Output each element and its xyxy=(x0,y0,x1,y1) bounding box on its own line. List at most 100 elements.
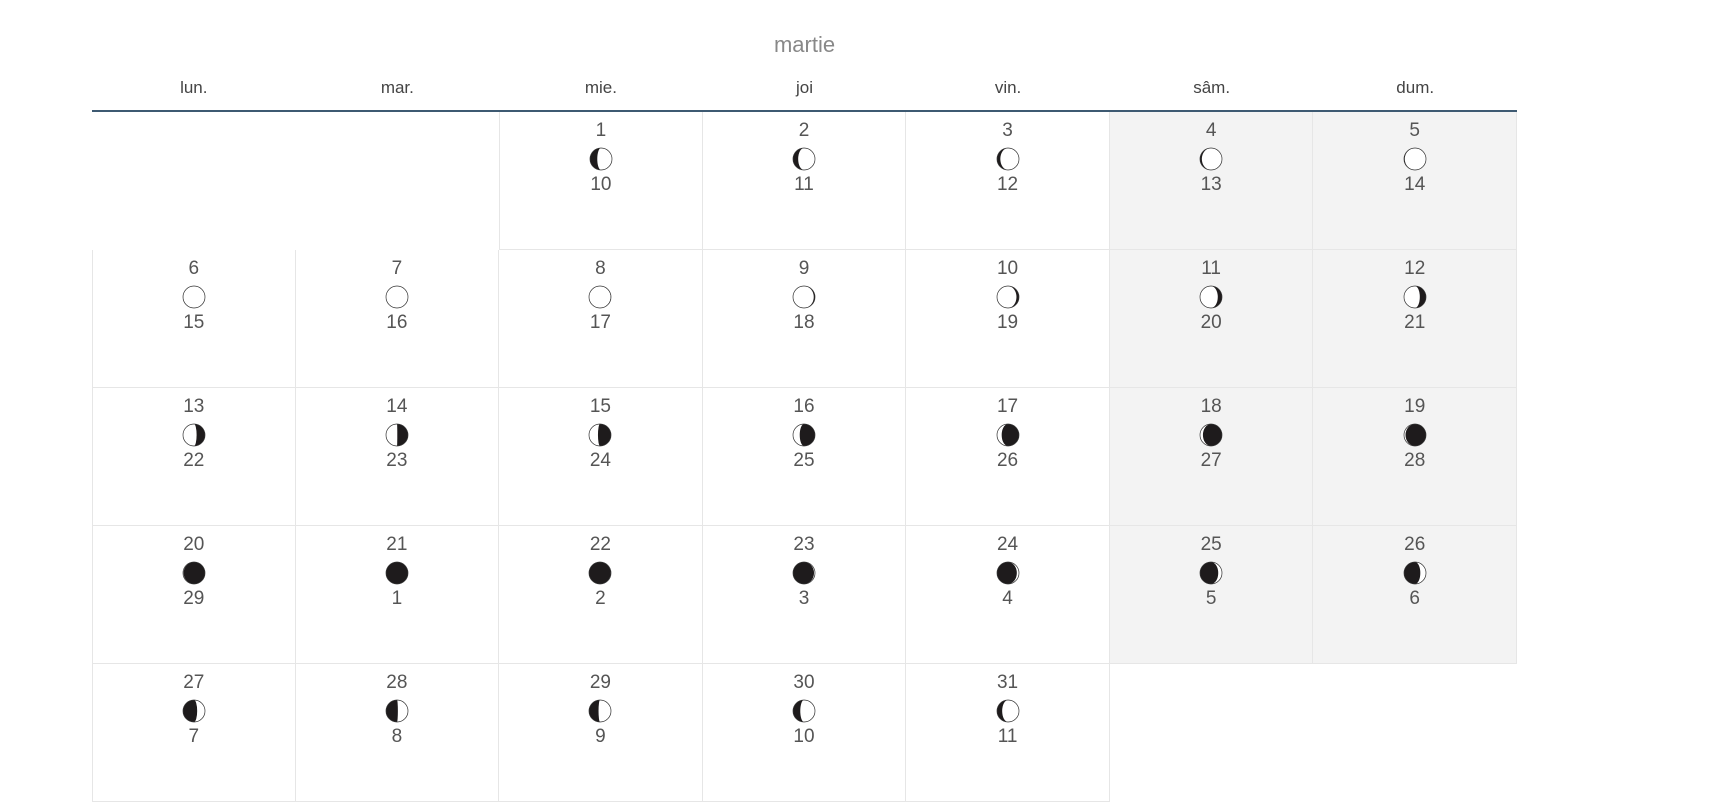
moon-phase-icon xyxy=(182,561,206,585)
day-cell[interactable]: 13 22 xyxy=(92,388,296,526)
day-cell[interactable]: 6 15 xyxy=(92,250,296,388)
empty-cell xyxy=(1110,664,1314,802)
day-cell[interactable]: 15 24 xyxy=(499,388,703,526)
day-cell[interactable]: 26 6 xyxy=(1313,526,1517,664)
weekday-label: sâm. xyxy=(1193,78,1231,97)
day-number: 25 xyxy=(1200,534,1222,555)
day-number: 31 xyxy=(996,672,1019,693)
lunar-day: 5 xyxy=(1205,588,1217,609)
day-cell[interactable]: 10 19 xyxy=(906,250,1110,388)
day-number: 16 xyxy=(793,396,815,417)
day-number: 21 xyxy=(386,534,408,555)
calendar-week: 13 22 14 23 15 24 16 25 17 26 18 27 19 28 xyxy=(92,388,1517,526)
day-number: 3 xyxy=(1002,120,1013,141)
day-number: 4 xyxy=(1205,120,1217,141)
day-cell[interactable]: 29 9 xyxy=(499,664,703,802)
lunar-day: 27 xyxy=(1200,450,1222,471)
day-number: 1 xyxy=(595,120,607,141)
day-cell[interactable]: 11 20 xyxy=(1109,250,1314,388)
lunar-day: 9 xyxy=(595,726,606,747)
day-cell[interactable]: 22 2 xyxy=(499,526,703,664)
lunar-day: 10 xyxy=(793,726,815,747)
day-cell[interactable]: 5 14 xyxy=(1313,112,1517,250)
moon-phase-icon xyxy=(589,147,613,171)
moon-phase-icon xyxy=(589,285,612,309)
day-cell[interactable]: 23 3 xyxy=(702,526,907,664)
lunar-day: 13 xyxy=(1200,174,1222,195)
day-cell[interactable]: 4 13 xyxy=(1109,112,1314,250)
lunar-day: 17 xyxy=(589,312,611,333)
empty-cell xyxy=(296,112,500,250)
day-cell[interactable]: 12 21 xyxy=(1313,250,1517,388)
day-cell[interactable]: 1 10 xyxy=(499,112,703,250)
day-cell[interactable]: 8 17 xyxy=(499,250,703,388)
day-number: 18 xyxy=(1200,396,1222,417)
day-number: 23 xyxy=(793,534,815,555)
day-cell[interactable]: 19 28 xyxy=(1313,388,1517,526)
day-cell[interactable]: 28 8 xyxy=(295,664,500,802)
day-cell[interactable]: 20 29 xyxy=(92,526,296,664)
moon-phase-icon xyxy=(1199,147,1223,171)
lunar-day: 20 xyxy=(1200,312,1222,333)
day-cell[interactable]: 3 12 xyxy=(906,112,1110,250)
day-number: 12 xyxy=(1404,258,1426,279)
lunar-day: 11 xyxy=(794,174,814,195)
day-number: 20 xyxy=(183,534,205,555)
moon-calendar: lun. mar. mie. joi vin. sâm. dum. 1 10 2 11 3 12 4 13… xyxy=(92,74,1517,802)
empty-cell xyxy=(92,112,296,250)
day-number: 11 xyxy=(1201,258,1221,279)
day-cell[interactable]: 24 4 xyxy=(906,526,1110,664)
day-number: 14 xyxy=(386,396,408,417)
day-cell[interactable]: 2 11 xyxy=(702,112,907,250)
lunar-day: 26 xyxy=(996,450,1019,471)
lunar-day: 4 xyxy=(1002,588,1013,609)
day-number: 19 xyxy=(1404,396,1426,417)
moon-phase-icon xyxy=(792,561,816,585)
moon-phase-icon xyxy=(996,561,1019,585)
day-cell[interactable]: 16 25 xyxy=(702,388,907,526)
moon-phase-icon xyxy=(182,285,206,309)
day-number: 8 xyxy=(595,258,606,279)
day-number: 7 xyxy=(391,258,403,279)
day-cell[interactable]: 31 11 xyxy=(906,664,1110,802)
day-cell[interactable]: 30 10 xyxy=(702,664,907,802)
weekday-header: lun. mar. mie. joi vin. sâm. dum. xyxy=(92,74,1517,112)
weekday-label: mar. xyxy=(380,78,414,97)
moon-phase-icon xyxy=(182,699,206,723)
day-number: 2 xyxy=(798,120,810,141)
day-number: 22 xyxy=(589,534,611,555)
day-number: 17 xyxy=(996,396,1019,417)
day-cell[interactable]: 17 26 xyxy=(906,388,1110,526)
day-cell[interactable]: 21 1 xyxy=(295,526,500,664)
lunar-day: 21 xyxy=(1404,312,1426,333)
lunar-day: 14 xyxy=(1404,174,1426,195)
lunar-day: 1 xyxy=(391,588,403,609)
lunar-day: 28 xyxy=(1404,450,1426,471)
day-cell[interactable]: 18 27 xyxy=(1109,388,1314,526)
day-cell[interactable]: 7 16 xyxy=(295,250,500,388)
calendar-body: 1 10 2 11 3 12 4 13 5 14 6 15 7 16 8 17 9 18 10 19 11 20 12 21 1… xyxy=(92,112,1517,802)
day-number: 5 xyxy=(1409,120,1420,141)
moon-phase-icon xyxy=(1403,285,1427,309)
moon-phase-icon xyxy=(1403,147,1427,171)
calendar-week: 27 7 28 8 29 9 30 10 31 11 xyxy=(92,664,1517,802)
day-cell[interactable]: 9 18 xyxy=(702,250,907,388)
day-number: 15 xyxy=(589,396,611,417)
lunar-day: 16 xyxy=(386,312,408,333)
weekday-label: dum. xyxy=(1396,78,1435,97)
empty-cell xyxy=(1313,664,1517,802)
moon-phase-icon xyxy=(792,285,816,309)
day-cell[interactable]: 27 7 xyxy=(92,664,296,802)
moon-phase-icon xyxy=(385,561,409,585)
lunar-day: 25 xyxy=(793,450,815,471)
lunar-day: 12 xyxy=(996,174,1019,195)
moon-phase-icon xyxy=(1403,423,1427,447)
day-cell[interactable]: 14 23 xyxy=(295,388,500,526)
day-cell[interactable]: 25 5 xyxy=(1109,526,1314,664)
lunar-day: 24 xyxy=(589,450,611,471)
moon-phase-icon xyxy=(1199,561,1223,585)
moon-phase-icon xyxy=(182,423,206,447)
calendar-week: 20 29 21 1 22 2 23 3 24 4 25 5 26 6 xyxy=(92,526,1517,664)
weekday-label: joi xyxy=(795,78,813,97)
lunar-day: 10 xyxy=(590,174,612,195)
